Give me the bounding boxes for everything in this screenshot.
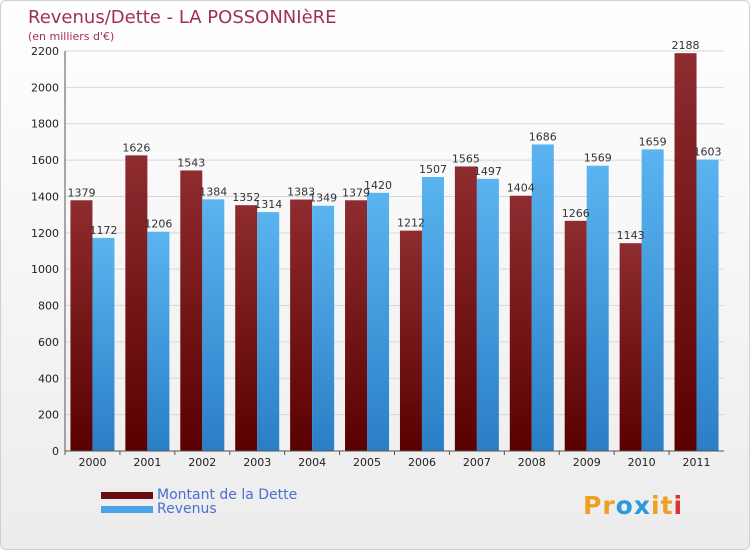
data-label-revenus-2005: 1420 [364, 179, 392, 192]
axes [64, 51, 724, 452]
y-axis-ticks: 0 200 400 600 800 1000 1200 1400 1600 1800 2000 220… [31, 45, 59, 458]
bar-revenus-2004 [312, 205, 335, 451]
bar-debt-2004 [290, 199, 313, 451]
logo-letter: r [602, 491, 616, 520]
bar-debt-2006 [399, 230, 422, 451]
legend-swatch-revenus [101, 505, 153, 513]
x-tick-label: 2010 [628, 456, 656, 469]
bar-revenus-2009 [586, 165, 609, 451]
data-label-debt-2009: 1266 [562, 207, 590, 220]
y-tick-label: 1600 [31, 154, 59, 167]
legend-swatch-debt [101, 491, 153, 499]
data-label-revenus-2007: 1497 [474, 165, 502, 178]
data-label-debt-2000: 1379 [67, 186, 95, 199]
data-label-debt-2005: 1379 [342, 186, 370, 199]
data-label-revenus-2002: 1384 [199, 185, 227, 198]
bar-revenus-2008 [531, 144, 554, 452]
y-tick-label: 400 [38, 372, 59, 385]
bar-debt-2009 [564, 220, 587, 451]
data-label-revenus-2010: 1659 [639, 135, 667, 148]
y-tick-label: 2200 [31, 45, 59, 58]
y-tick-label: 0 [52, 445, 59, 458]
bar-debt-2007 [454, 166, 477, 452]
x-axis-ticks: 2000 2001 2002 2003 2004 2005 2006 2007 2008 2009… [64, 451, 711, 469]
bar-debt-2000 [70, 200, 93, 451]
logo-letter: x [633, 491, 651, 520]
data-label-debt-2006: 1212 [397, 217, 425, 230]
x-tick-label: 2008 [518, 456, 546, 469]
data-label-debt-2001: 1626 [122, 141, 150, 154]
proxiti-logo: Proxiti [583, 491, 683, 520]
data-label-revenus-2008: 1686 [529, 130, 557, 143]
x-tick-label: 2007 [463, 456, 491, 469]
x-tick-label: 2001 [133, 456, 161, 469]
logo-letter: i [651, 491, 661, 520]
bar-revenus-2003 [257, 212, 280, 451]
legend-label-debt: Montant de la Dette [157, 487, 298, 503]
x-tick-label: 2002 [188, 456, 216, 469]
legend-item-debt: Montant de la Dette [101, 487, 298, 503]
x-tick-label: 2006 [408, 456, 436, 469]
y-tick-label: 600 [38, 336, 59, 349]
grid-lines [65, 50, 724, 416]
data-label-debt-2002: 1543 [177, 156, 205, 169]
y-tick-label: 800 [38, 300, 59, 313]
bars [70, 53, 719, 452]
chart-subtitle: (en milliers d'€) [28, 30, 115, 43]
y-tick-label: 1000 [31, 263, 59, 276]
legend-label-revenus: Revenus [157, 501, 217, 517]
bar-revenus-2011 [696, 159, 719, 451]
bar-debt-2010 [619, 243, 642, 451]
data-label-revenus-2003: 1314 [254, 198, 282, 211]
x-tick-label: 2000 [78, 456, 106, 469]
bar-debt-2002 [180, 170, 203, 452]
logo-letter: i [673, 491, 684, 520]
data-label-debt-2010: 1143 [617, 229, 645, 242]
logo-letter: t [660, 491, 674, 520]
data-label-revenus-2001: 1206 [144, 218, 172, 231]
logo-letter: o [615, 491, 634, 520]
bar-debt-2005 [345, 200, 368, 451]
y-tick-label: 1800 [31, 118, 59, 131]
legend-item-revenus: Revenus [101, 501, 217, 517]
y-tick-label: 1400 [31, 190, 59, 203]
bar-revenus-2007 [476, 178, 499, 451]
x-tick-label: 2004 [298, 456, 326, 469]
x-tick-label: 2011 [683, 456, 711, 469]
data-label-debt-2003: 1352 [232, 191, 260, 204]
bar-revenus-2001 [147, 231, 170, 451]
bar-revenus-2010 [641, 149, 664, 451]
data-label-revenus-2000: 1172 [89, 224, 117, 237]
bar-debt-2001 [125, 155, 148, 451]
logo-letter: P [583, 491, 603, 520]
bar-revenus-2005 [367, 192, 390, 451]
y-tick-label: 2000 [31, 81, 59, 94]
x-tick-label: 2005 [353, 456, 381, 469]
data-label-debt-2008: 1404 [507, 182, 535, 195]
data-label-revenus-2011: 1603 [694, 146, 722, 159]
bar-debt-2011 [674, 53, 697, 451]
bar-revenus-2006 [421, 177, 444, 451]
data-label-debt-2004: 1383 [287, 186, 315, 199]
data-label-revenus-2006: 1507 [419, 163, 447, 176]
chart-title: Revenus/Dette - LA POSSONNIèRE [28, 7, 337, 28]
x-tick-label: 2009 [573, 456, 601, 469]
x-tick-label: 2003 [243, 456, 271, 469]
data-label-revenus-2009: 1569 [584, 152, 612, 165]
data-label-debt-2007: 1565 [452, 152, 480, 165]
y-tick-label: 200 [38, 409, 59, 422]
y-tick-label: 1200 [31, 227, 59, 240]
data-label-revenus-2004: 1349 [309, 192, 337, 205]
bar-revenus-2000 [92, 237, 115, 451]
data-label-debt-2011: 2188 [672, 39, 700, 52]
bar-debt-2008 [509, 195, 532, 451]
bar-revenus-2002 [202, 199, 225, 451]
bar-debt-2003 [235, 205, 258, 451]
